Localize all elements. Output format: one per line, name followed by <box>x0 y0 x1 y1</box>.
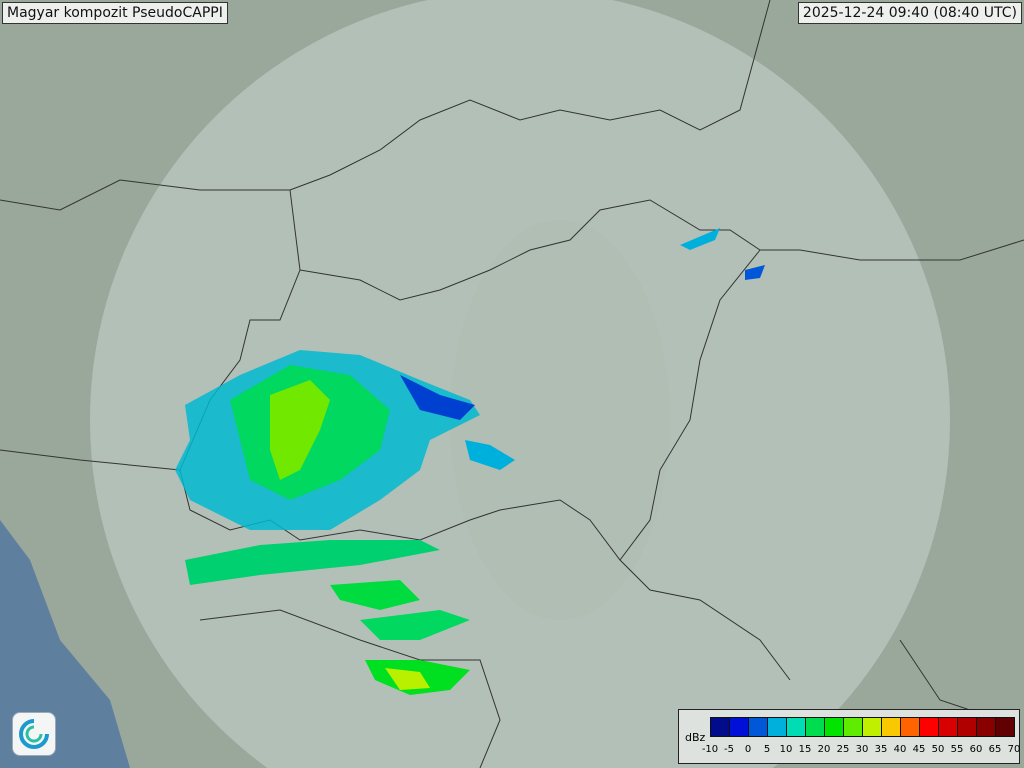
legend-ticks: -10 -5 0 5 10 15 20 25 30 35 40 45 50 55 60 65 70 <box>702 744 1021 760</box>
timestamp: 2025-12-24 09:40 (08:40 UTC) <box>797 2 1022 24</box>
color-cell <box>825 718 844 736</box>
color-scale <box>710 717 1015 737</box>
tick-label: 55 <box>950 744 964 755</box>
color-cell <box>996 718 1014 736</box>
tick-label: 65 <box>988 744 1002 755</box>
color-cell <box>977 718 996 736</box>
legend-unit: dBz <box>685 731 706 744</box>
color-cell <box>901 718 920 736</box>
tick-label: 40 <box>893 744 907 755</box>
precipitation-echoes <box>175 228 765 695</box>
color-cell <box>749 718 768 736</box>
adriatic-sea <box>0 520 130 768</box>
tick-label: 50 <box>931 744 945 755</box>
color-cell <box>863 718 882 736</box>
tick-label: 5 <box>763 744 771 755</box>
color-cell <box>920 718 939 736</box>
tick-label: -10 <box>701 744 719 755</box>
tick-label: 20 <box>817 744 831 755</box>
tick-label: 0 <box>744 744 752 755</box>
tick-label: 10 <box>779 744 793 755</box>
color-cell <box>844 718 863 736</box>
tick-label: 25 <box>836 744 850 755</box>
tick-label: 60 <box>969 744 983 755</box>
swirl-icon <box>19 719 49 749</box>
tick-label: 70 <box>1007 744 1021 755</box>
color-cell <box>711 718 730 736</box>
tick-label: 15 <box>798 744 812 755</box>
tick-label: 35 <box>874 744 888 755</box>
great-plain <box>450 220 670 620</box>
color-cell <box>730 718 749 736</box>
color-cell <box>939 718 958 736</box>
tick-label: 30 <box>855 744 869 755</box>
color-cell <box>806 718 825 736</box>
product-title: Magyar kompozit PseudoCAPPI <box>2 2 228 24</box>
color-cell <box>787 718 806 736</box>
met-service-swirl-logo <box>12 712 56 756</box>
tick-label: -5 <box>724 744 734 755</box>
color-cell <box>882 718 901 736</box>
tick-label: 45 <box>912 744 926 755</box>
color-cell <box>958 718 977 736</box>
color-cell <box>768 718 787 736</box>
dbz-legend: dBz -10 -5 0 5 10 15 20 25 30 35 40 45 50 55 60 65 70 <box>678 709 1020 764</box>
